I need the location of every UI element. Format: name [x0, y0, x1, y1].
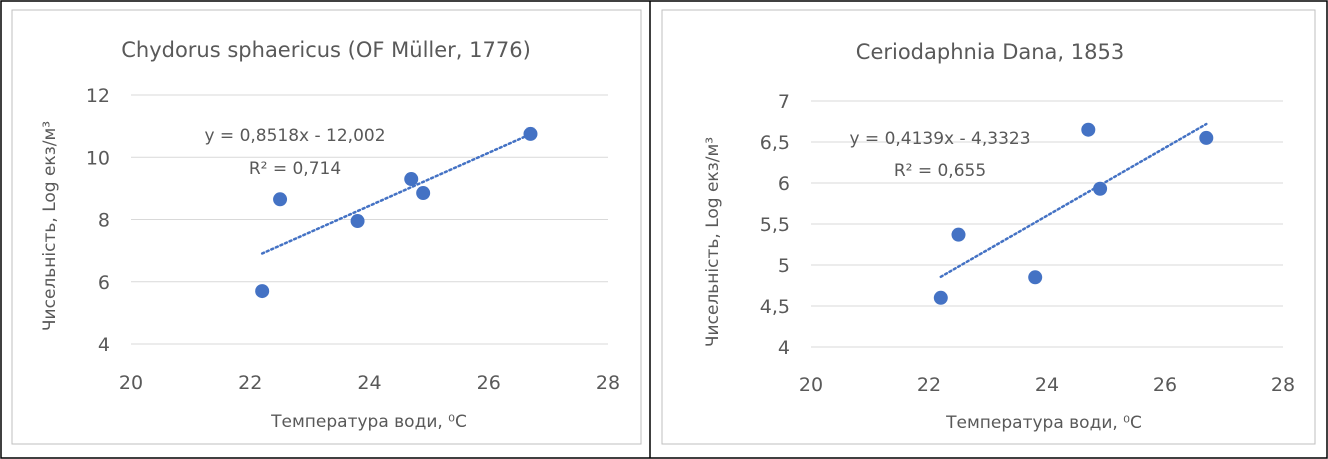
trend-equation: y = 0,8518x - 12,002	[204, 126, 385, 146]
y-tick-label: 6,5	[760, 132, 790, 154]
data-point	[1028, 270, 1043, 285]
chart-title: Ceriodaphnia Dana, 1853	[856, 40, 1124, 64]
y-tick-label: 4,5	[760, 296, 790, 318]
y-axis-label: Чисельність, Log екз/м³	[703, 137, 723, 347]
data-point	[1093, 181, 1108, 196]
x-tick-label: 26	[1153, 374, 1177, 396]
y-tick-label: 7	[778, 91, 790, 113]
data-point	[404, 172, 419, 187]
y-tick-label: 12	[86, 85, 110, 107]
data-point	[1199, 130, 1214, 145]
data-points	[255, 126, 538, 299]
trendline	[260, 132, 532, 255]
y-tick-label: 4	[778, 337, 790, 359]
y-tick-label: 6	[778, 173, 790, 195]
data-point	[255, 284, 270, 299]
data-point	[350, 214, 365, 229]
trend-equation: y = 0,4139x - 4,3323	[849, 129, 1030, 149]
data-points	[933, 122, 1214, 305]
x-tick-label: 20	[799, 374, 823, 396]
data-point	[416, 186, 431, 201]
data-point	[523, 126, 538, 141]
x-tick-label: 20	[119, 372, 143, 394]
y-tick-labels: 4 4,5 5 5,5 6 6,5 7	[760, 91, 790, 359]
x-tick-label: 28	[1271, 374, 1295, 396]
y-tick-label: 8	[98, 210, 110, 232]
y-tick-label: 10	[86, 147, 110, 169]
x-tick-label: 24	[357, 372, 381, 394]
chart-panel	[11, 9, 642, 445]
trendline	[939, 122, 1208, 279]
data-point	[933, 290, 948, 305]
chart-chydorus: Chydorus sphaericus (OF Müller, 1776) 4 6…	[11, 9, 642, 445]
x-tick-labels: 20 22 24 26 28	[799, 374, 1295, 396]
x-tick-label: 22	[238, 372, 262, 394]
x-tick-label: 22	[917, 374, 941, 396]
chart-ceriodaphnia: Ceriodaphnia Dana, 1853 4 4,5 5 5,5 6 6,5 7 20…	[661, 9, 1316, 445]
x-tick-label: 28	[596, 372, 620, 394]
y-tick-label: 6	[98, 272, 110, 294]
chart-panel	[661, 9, 1316, 445]
y-tick-label: 5	[778, 255, 790, 277]
grid-lines	[131, 94, 608, 345]
data-point	[951, 227, 966, 242]
y-axis-label: Чисельність, Log екз/м³	[40, 121, 60, 331]
y-tick-label: 5,5	[760, 214, 790, 236]
y-tick-label: 4	[98, 334, 110, 356]
trend-r2: R² = 0,655	[894, 161, 986, 181]
data-point	[273, 192, 288, 207]
data-point	[1081, 122, 1096, 137]
y-tick-labels: 4 6 8 10 12	[86, 85, 110, 356]
trend-r2: R² = 0,714	[249, 159, 341, 179]
x-tick-label: 24	[1035, 374, 1059, 396]
chart-title: Chydorus sphaericus (OF Müller, 1776)	[121, 38, 531, 62]
x-tick-label: 26	[477, 372, 501, 394]
x-tick-labels: 20 22 24 26 28	[119, 372, 620, 394]
x-axis-label: Температура води, ⁰С	[270, 412, 467, 432]
x-axis-label: Температура води, ⁰С	[945, 413, 1142, 433]
